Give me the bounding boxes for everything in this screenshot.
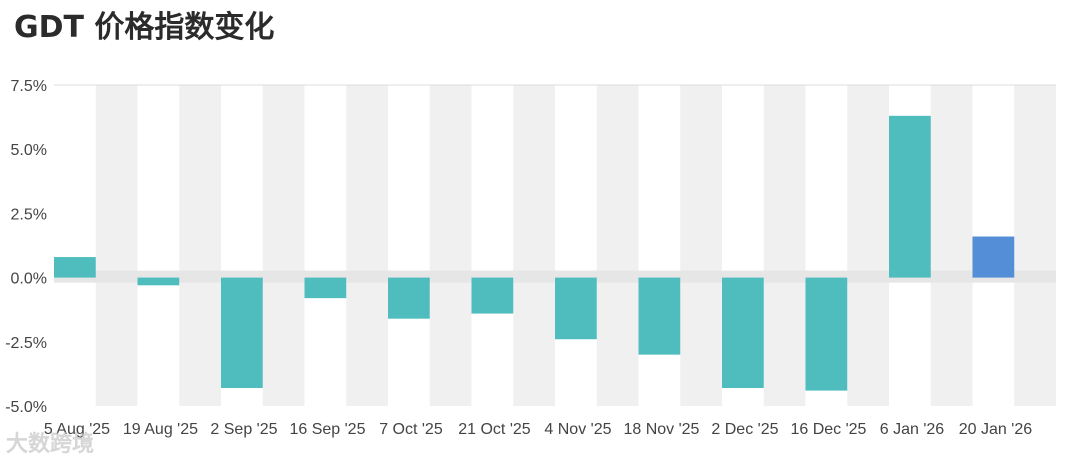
bar-11 [889,115,931,278]
y-tick-label: 7.5% [11,78,47,95]
x-tick-label: 21 Oct '25 [458,421,531,438]
bar-2 [137,277,180,286]
y-tick-label: 2.5% [11,206,47,223]
x-tick-label: 6 Jan '26 [880,421,945,438]
x-tick-label: 5 Aug '25 [44,421,110,438]
y-tick-label: -2.5% [5,335,47,352]
x-tick-label: 18 Nov '25 [623,421,699,438]
x-tick-label: 16 Dec '25 [790,421,866,438]
bar-12 [972,236,1015,278]
y-tick-label: 5.0% [11,142,47,159]
bar-8 [638,277,681,355]
bar-5 [388,277,430,319]
watermark-logo: 大数跨境 [6,432,95,457]
grid-band [930,85,973,406]
bar-7 [555,277,597,340]
grid-band [262,85,305,406]
x-tick-label: 16 Sep '25 [289,421,365,438]
y-tick-label: -5.0% [5,399,47,416]
grid-band [763,85,806,406]
bar-10 [805,277,848,391]
grid-band [596,85,639,406]
bar-6 [471,277,514,314]
grid-band [680,85,722,406]
grid-band [346,85,388,406]
bar-1 [54,257,96,278]
bar-4 [304,277,347,299]
x-tick-label: 20 Jan '26 [959,421,1032,438]
bar-3 [221,277,263,389]
chart-title: GDT 价格指数变化 [14,10,275,45]
x-tick-label: 19 Aug '25 [123,421,198,438]
grid-band [95,85,138,406]
grid-band [429,85,472,406]
grid-band [513,85,555,406]
y-tick-label: 0.0% [11,271,47,288]
x-tick-label: 2 Sep '25 [210,421,277,438]
bar-9 [722,277,764,389]
x-tick-label: 2 Dec '25 [711,421,778,438]
x-tick-label: 4 Nov '25 [544,421,611,438]
grid-band [179,85,221,406]
grid-band [847,85,889,406]
x-tick-label: 7 Oct '25 [379,421,443,438]
grid-band [1014,85,1056,406]
